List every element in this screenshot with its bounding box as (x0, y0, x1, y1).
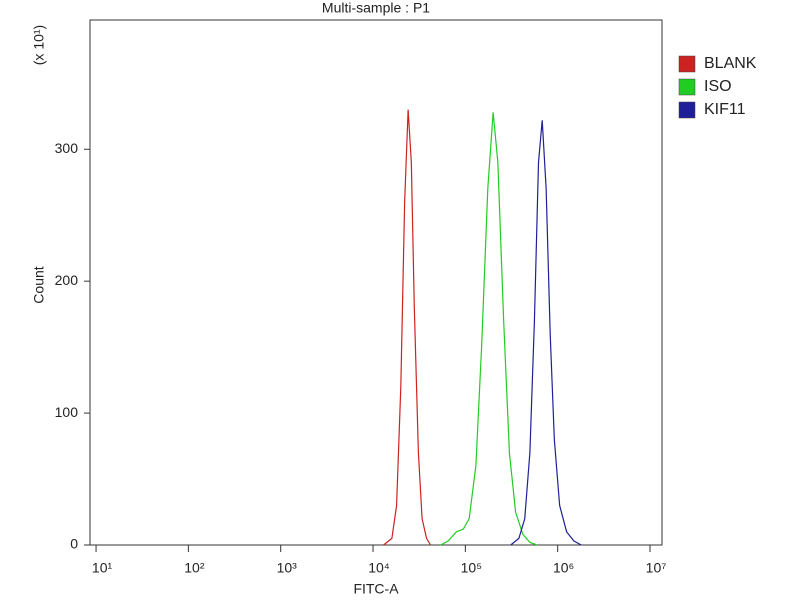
x-tick-label: 10⁴ (368, 560, 390, 576)
x-tick-label: 10⁷ (646, 560, 667, 576)
plot-frame (89, 19, 663, 546)
y-tick-label: 200 (55, 272, 79, 288)
y-tick-label: 300 (55, 140, 79, 156)
x-tick-label: 10⁵ (461, 560, 482, 576)
x-tick-label: 10⁶ (553, 560, 574, 576)
histogram-line (383, 109, 432, 546)
x-axis-label: FITC-A (353, 581, 399, 597)
x-tick-label: 10² (184, 560, 205, 576)
x-tick-label: 10¹ (92, 560, 113, 576)
legend-label: KIF11 (704, 101, 746, 118)
legend-swatch (678, 55, 696, 73)
chart-title: Multi-sample : P1 (322, 0, 430, 16)
legend-swatch (678, 78, 696, 96)
legend-label: ISO (704, 78, 732, 95)
histogram-line (510, 120, 582, 546)
legend-swatch (678, 101, 696, 119)
histogram-line (440, 112, 538, 546)
x-tick-label: 10³ (277, 560, 298, 576)
y-axis-label: Count (31, 266, 47, 303)
legend-label: BLANK (704, 55, 757, 72)
y-tick-label: 100 (55, 404, 79, 420)
y-unit-label: (x 10¹) (31, 25, 47, 65)
y-tick-label: 0 (70, 536, 78, 552)
